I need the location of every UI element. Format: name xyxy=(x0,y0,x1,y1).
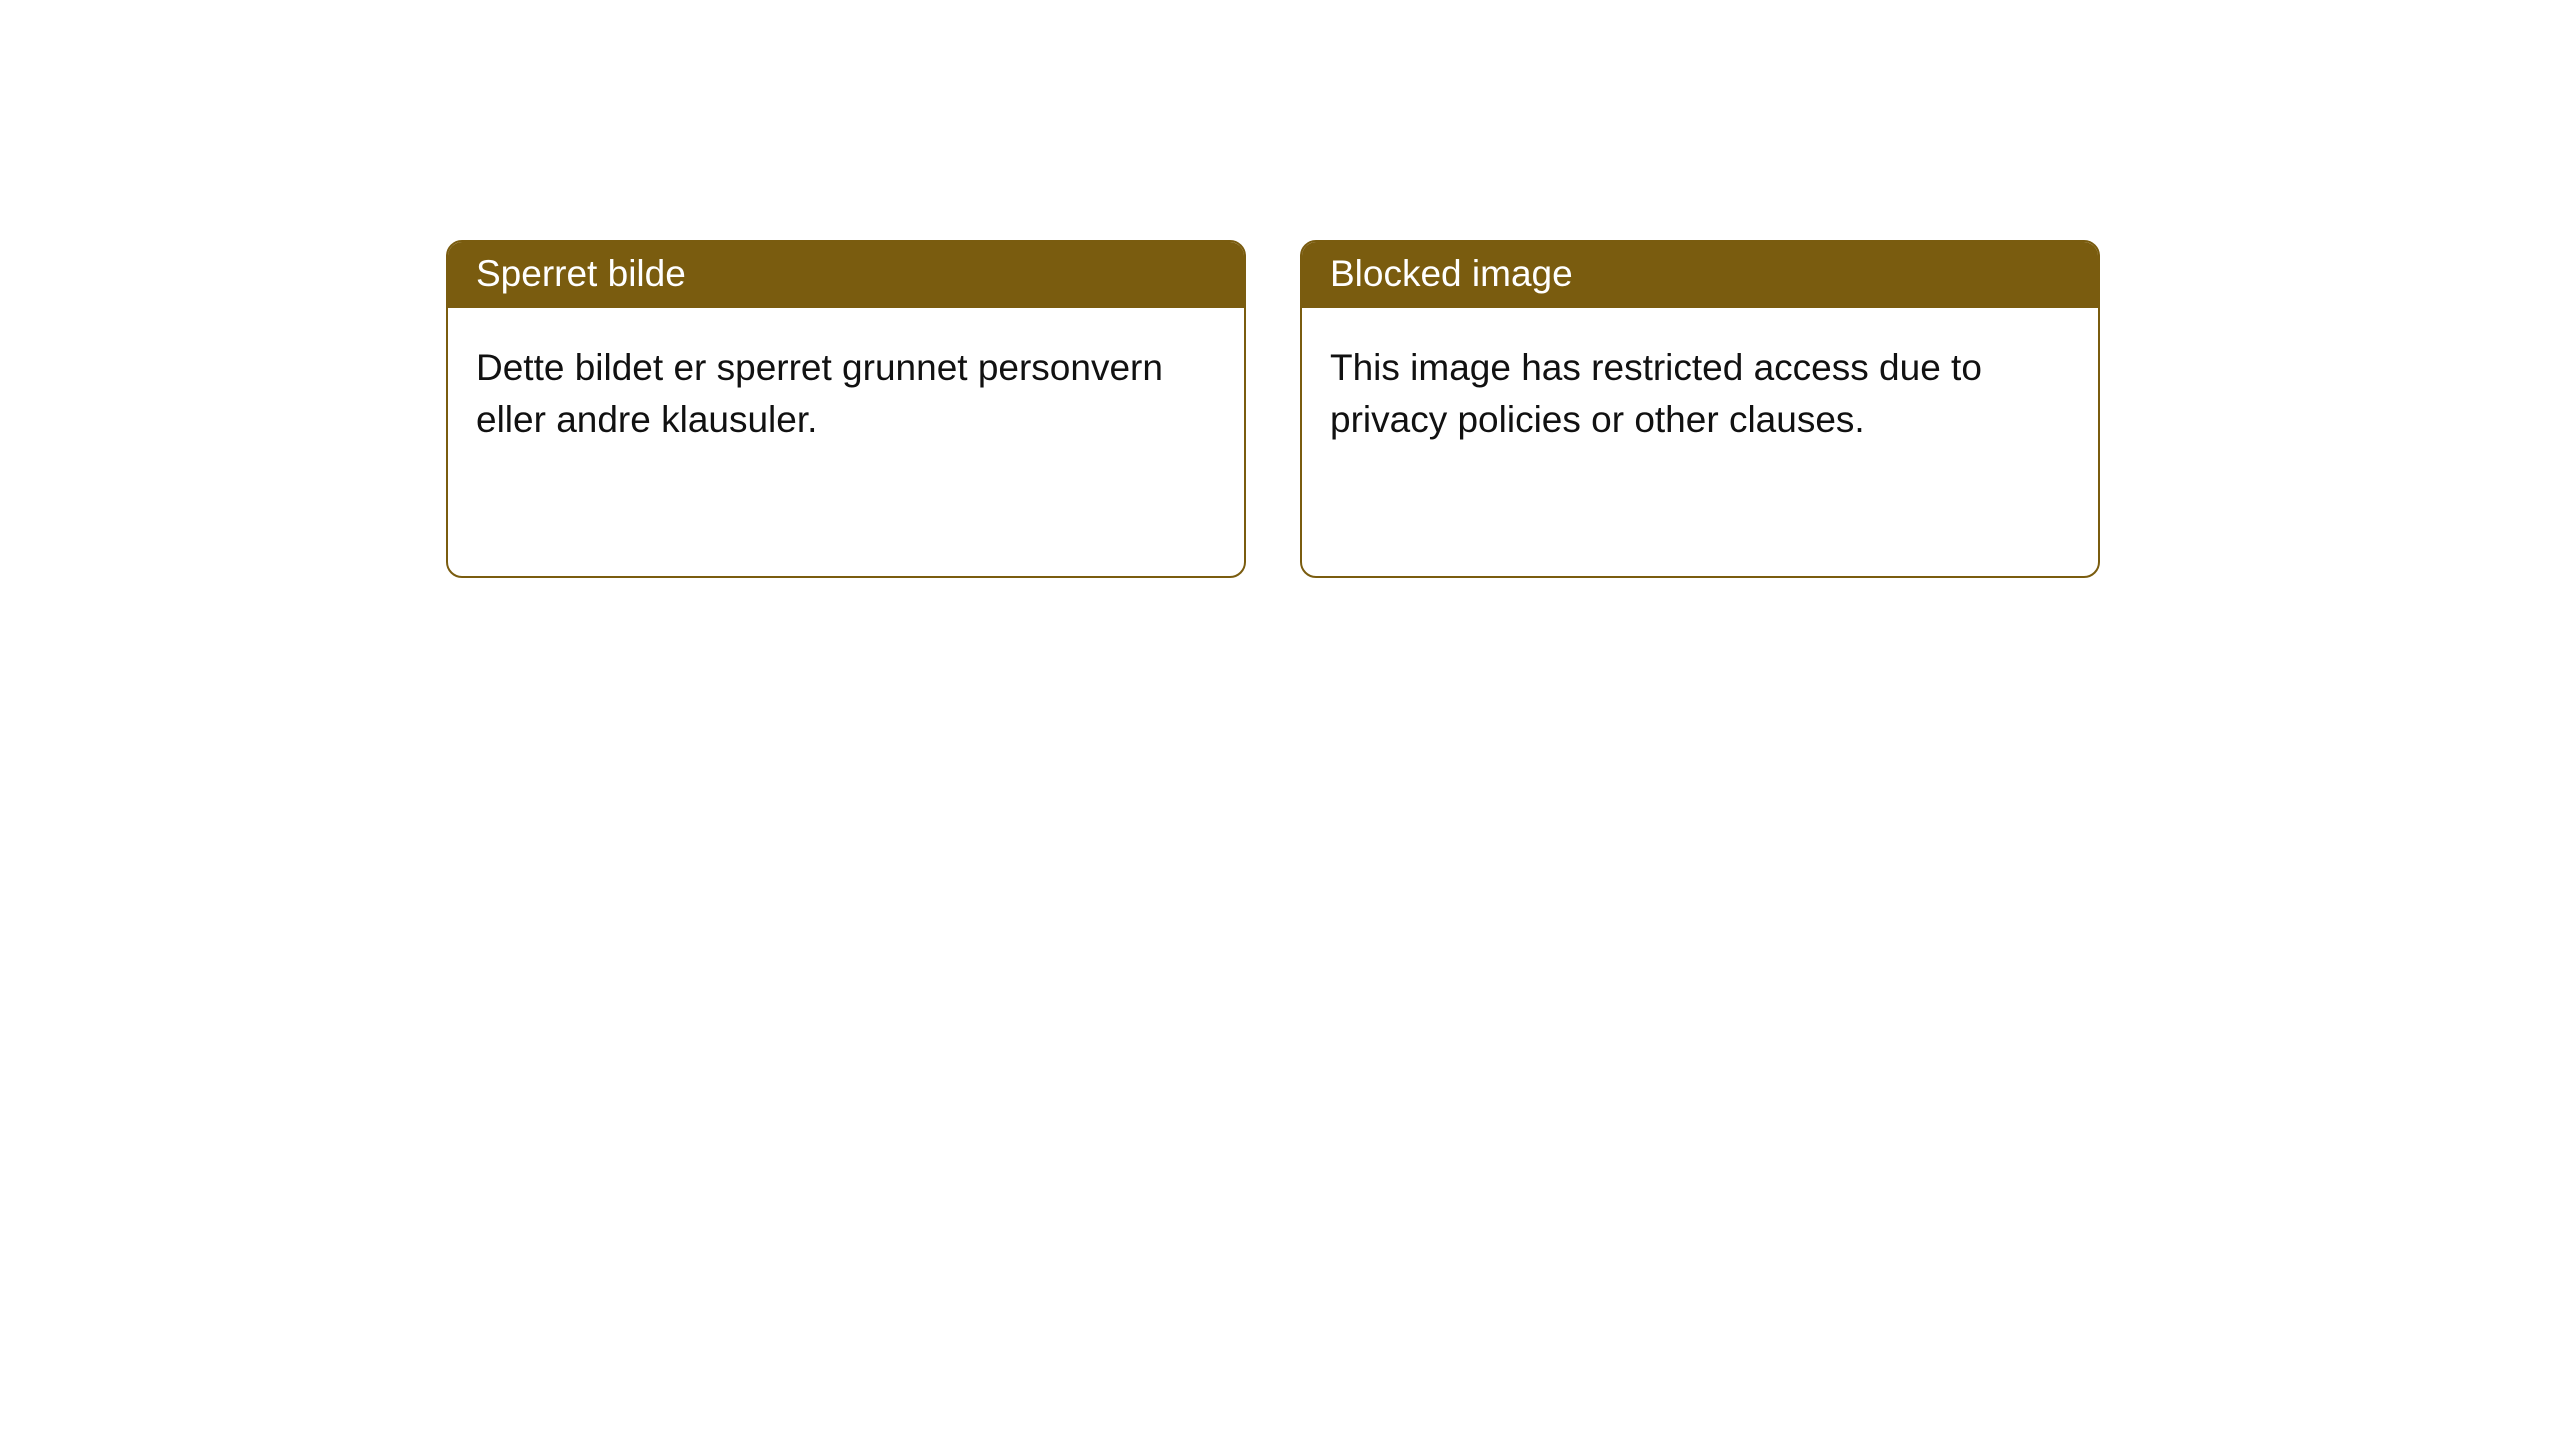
card-title: Sperret bilde xyxy=(476,253,686,294)
card-body: This image has restricted access due to … xyxy=(1302,308,2098,474)
card-body: Dette bildet er sperret grunnet personve… xyxy=(448,308,1244,474)
notice-container: Sperret bilde Dette bildet er sperret gr… xyxy=(0,0,2560,578)
blocked-image-card-en: Blocked image This image has restricted … xyxy=(1300,240,2100,578)
card-header: Blocked image xyxy=(1302,242,2098,308)
card-title: Blocked image xyxy=(1330,253,1573,294)
card-header: Sperret bilde xyxy=(448,242,1244,308)
card-body-text: Dette bildet er sperret grunnet personve… xyxy=(476,347,1163,440)
card-body-text: This image has restricted access due to … xyxy=(1330,347,1982,440)
blocked-image-card-no: Sperret bilde Dette bildet er sperret gr… xyxy=(446,240,1246,578)
